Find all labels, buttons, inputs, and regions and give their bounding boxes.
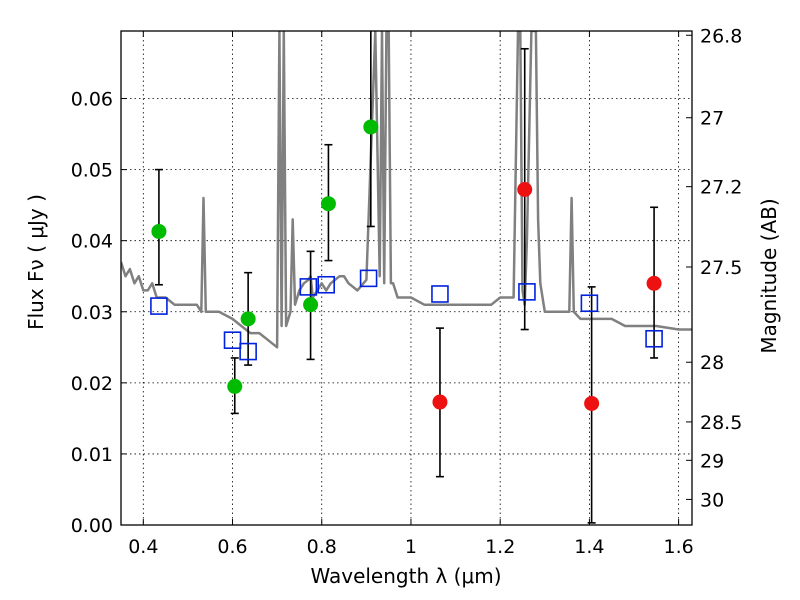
- right-tick-label: 26.8: [700, 25, 742, 47]
- x-tick-label: 1.4: [574, 536, 604, 558]
- y-tick-label: 0.00: [71, 515, 113, 537]
- y-tick-label: 0.01: [71, 444, 113, 466]
- model-photometry-point: [239, 342, 257, 361]
- red-data-point: [584, 395, 600, 411]
- model-photometry-point: [645, 329, 663, 348]
- x-tick-label: 0.8: [307, 536, 337, 558]
- red-data-point: [432, 394, 448, 410]
- y-tick-label: 0.05: [71, 160, 113, 182]
- y-tick-label: 0.03: [71, 302, 113, 324]
- right-tick-label: 27.2: [700, 177, 742, 199]
- y-axis-label: Flux Fν ( μJy ): [24, 194, 48, 330]
- plot-frame: [120, 30, 693, 526]
- model-photometry-point: [518, 283, 536, 301]
- red-data-point: [646, 275, 662, 291]
- x-tick-label: 0.4: [128, 536, 158, 558]
- green-data-point: [303, 297, 319, 313]
- model-photometry-point: [317, 275, 336, 294]
- plot-area: [121, 31, 692, 524]
- model-photometry-point: [299, 278, 318, 296]
- x-axis-label: Wavelength λ (μm): [310, 564, 501, 588]
- grid: [121, 31, 692, 526]
- y-tick-label: 0.02: [71, 373, 113, 395]
- x-tick-label: 0.6: [217, 536, 247, 558]
- model-photometry-point: [150, 297, 168, 315]
- y-axis-right-label: Magnitude (AB): [757, 198, 781, 353]
- model-photometry-point: [580, 294, 599, 313]
- green-data-point: [227, 378, 243, 394]
- x-tick-label: 1.6: [664, 536, 694, 558]
- right-tick-label: 28: [700, 352, 724, 374]
- right-tick-label: 28.5: [700, 412, 742, 434]
- model-photometry-point: [431, 285, 449, 303]
- axes: 0.4 0.6 0.8 1 1.2 1.4 1.6 0.00 0.01 0.02 0.03 0.04 0…: [71, 25, 743, 558]
- green-data-point: [320, 196, 336, 212]
- right-tick-label: 27: [700, 108, 724, 130]
- y-tick-label: 0.06: [71, 89, 113, 111]
- model-photometry-point: [223, 331, 242, 349]
- green-data-point: [151, 223, 167, 239]
- x-tick-label: 1.2: [485, 536, 515, 558]
- x-tick-label: 1: [405, 536, 417, 558]
- model-sed-line: [121, 31, 692, 349]
- green-data-point: [363, 119, 379, 135]
- right-tick-label: 27.5: [700, 257, 742, 279]
- y-tick-label: 0.04: [71, 231, 113, 253]
- right-tick-label: 30: [700, 489, 724, 511]
- model-photometry-point: [359, 269, 378, 288]
- red-data-point: [517, 182, 533, 198]
- green-data-point: [240, 311, 256, 327]
- right-tick-label: 29: [700, 450, 724, 472]
